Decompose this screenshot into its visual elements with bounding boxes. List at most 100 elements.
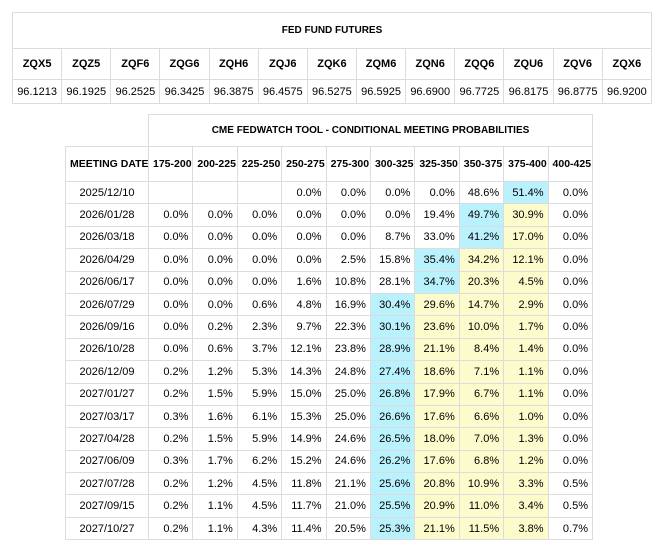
contract-header: ZQG6 [159, 48, 210, 80]
probability-cell: 17.6% [414, 404, 460, 429]
probability-cell: 8.7% [369, 225, 416, 250]
probability-cell: 0.0% [147, 225, 194, 250]
probability-cell: 4.5% [236, 494, 283, 518]
probability-cell: 25.3% [369, 516, 416, 541]
contract-header: ZQX5 [11, 48, 63, 80]
probability-cell: 0.0% [547, 292, 594, 317]
probability-cell: 14.7% [458, 292, 505, 317]
probability-cell: 0.5% [547, 494, 594, 518]
probability-cell: 0.0% [192, 248, 238, 272]
probability-cell: 0.0% [147, 248, 194, 272]
probability-cell [147, 180, 194, 205]
meeting-row: 2027/01/27 0.2% 1.5% 5.9% 15.0% 25.0% 26.8% 17.… [65, 382, 594, 406]
probability-cell: 17.6% [414, 449, 460, 474]
meeting-date: 2027/06/09 [65, 449, 149, 474]
probability-cell: 29.6% [414, 292, 460, 317]
rate-header: 175-200 [147, 146, 194, 182]
probability-cell: 1.2% [192, 360, 238, 384]
meeting-row: 2026/07/29 0.0% 0.0% 0.6% 4.8% 16.9% 30.4% 29.6… [65, 292, 594, 317]
probability-cell: 28.1% [369, 270, 416, 294]
probability-cell: 19.4% [414, 203, 460, 227]
contract-header: ZQN6 [405, 48, 456, 80]
probability-cell: 0.0% [147, 315, 194, 339]
probability-cell: 25.0% [325, 404, 371, 429]
probability-cell: 3.8% [503, 516, 549, 541]
probability-cell: 34.7% [414, 270, 460, 294]
probability-cell: 0.6% [192, 337, 238, 362]
probability-cell: 0.0% [192, 203, 238, 227]
probability-cell: 14.3% [281, 360, 327, 384]
probability-cell: 0.0% [547, 180, 594, 205]
meeting-date: 2027/01/27 [65, 382, 149, 406]
probability-cell: 1.2% [503, 449, 549, 474]
probability-cell: 10.0% [458, 315, 505, 339]
probability-cell: 23.6% [414, 315, 460, 339]
probabilities-title: CME FEDWATCH TOOL - CONDITIONAL MEETING … [148, 114, 593, 147]
meeting-date: 2025/12/10 [65, 180, 149, 205]
meeting-row: 2027/06/09 0.3% 1.7% 6.2% 15.2% 24.6% 26.2% 17.… [65, 449, 594, 474]
probability-cell: 0.0% [281, 180, 327, 205]
probability-cell: 0.0% [547, 382, 594, 406]
meeting-date: 2027/03/17 [65, 404, 149, 429]
probability-cell: 0.0% [281, 203, 327, 227]
probability-cell: 0.0% [192, 270, 238, 294]
probability-cell: 5.3% [236, 360, 283, 384]
meeting-date: 2027/04/28 [65, 427, 149, 451]
probability-cell: 30.1% [369, 315, 416, 339]
meeting-row: 2026/01/28 0.0% 0.0% 0.0% 0.0% 0.0% 0.0% 19.4% 4… [65, 203, 594, 227]
corner-cell [65, 114, 149, 147]
probability-cell: 1.2% [192, 472, 238, 496]
probability-cell: 2.3% [236, 315, 283, 339]
rate-header: 325-350 [414, 146, 460, 182]
probability-cell: 25.5% [369, 494, 416, 518]
contract-price: 96.1213 [11, 79, 63, 104]
probability-cell: 10.8% [325, 270, 371, 294]
probability-cell: 1.1% [192, 494, 238, 518]
contract-header: ZQM6 [355, 48, 407, 80]
probability-cell: 0.0% [547, 315, 594, 339]
contract-price: 96.6900 [405, 79, 456, 104]
contract-header: ZQK6 [306, 48, 357, 80]
probability-cell: 6.8% [458, 449, 505, 474]
probability-cell: 33.0% [414, 225, 460, 250]
meeting-row: 2027/07/28 0.2% 1.2% 4.5% 11.8% 21.1% 25.6% 20.… [65, 472, 594, 496]
probability-cell: 20.9% [414, 494, 460, 518]
probability-cell: 1.5% [192, 427, 238, 451]
meeting-row: 2026/09/16 0.0% 0.2% 2.3% 9.7% 22.3% 30.1% 23.6… [65, 315, 594, 339]
probability-cell: 0.0% [414, 180, 460, 205]
probability-cell: 4.3% [236, 516, 283, 541]
probability-cell: 5.9% [236, 427, 283, 451]
probability-cell: 6.1% [236, 404, 283, 429]
probability-cell: 4.5% [236, 472, 283, 496]
probability-cell: 0.0% [325, 203, 371, 227]
probability-cell: 15.2% [281, 449, 327, 474]
probability-cell: 0.0% [547, 248, 594, 272]
rate-header: 400-425 [547, 146, 594, 182]
contract-header: ZQJ6 [257, 48, 308, 80]
rate-header: 275-300 [325, 146, 371, 182]
probability-cell [192, 180, 238, 205]
rate-header: 300-325 [369, 146, 416, 182]
probability-cell: 0.2% [147, 382, 194, 406]
meeting-date: 2026/09/16 [65, 315, 149, 339]
probability-cell: 21.1% [414, 516, 460, 541]
rate-header: 200-225 [192, 146, 238, 182]
probability-cell: 0.0% [192, 292, 238, 317]
probability-cell: 9.7% [281, 315, 327, 339]
probability-cell: 1.1% [503, 360, 549, 384]
contract-header: ZQV6 [552, 48, 603, 80]
probability-cell: 22.3% [325, 315, 371, 339]
date-header: MEETING DATE [65, 146, 149, 182]
probability-cell: 34.2% [458, 248, 505, 272]
meeting-date: 2026/07/29 [65, 292, 149, 317]
futures-table: FED FUND FUTURES ZQX5 ZQZ5 ZQF6 ZQG6 ZQH6 ZQJ… [11, 12, 653, 104]
probability-cell: 0.0% [369, 203, 416, 227]
meeting-row: 2026/04/29 0.0% 0.0% 0.0% 0.0% 2.5% 15.8% 35.4%… [65, 248, 594, 272]
probability-cell: 0.6% [236, 292, 283, 317]
probability-cell: 1.1% [503, 382, 549, 406]
contract-price: 96.5925 [355, 79, 407, 104]
contract-price: 96.8175 [503, 79, 554, 104]
probability-cell: 11.4% [281, 516, 327, 541]
probability-cell: 49.7% [458, 203, 505, 227]
